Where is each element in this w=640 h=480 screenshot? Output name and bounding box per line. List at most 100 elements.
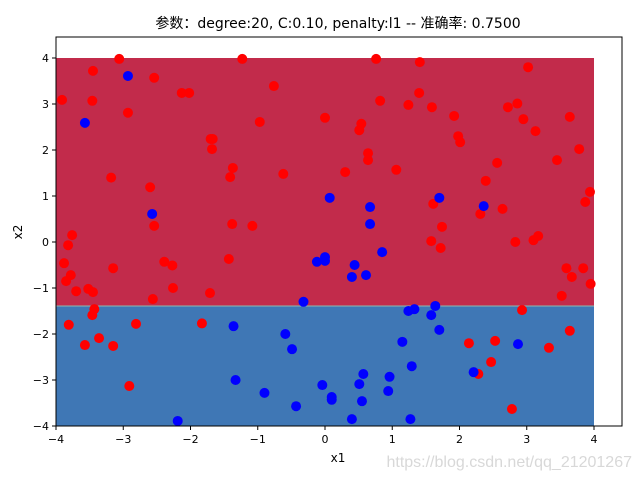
x-tick-label: 3: [523, 433, 530, 446]
data-point: [147, 294, 158, 305]
data-point: [356, 396, 367, 407]
data-point: [227, 162, 238, 173]
data-point: [543, 342, 554, 353]
data-point: [492, 157, 503, 168]
data-point: [291, 401, 302, 412]
data-point: [280, 329, 291, 339]
data-point: [403, 99, 414, 110]
data-point: [317, 380, 328, 391]
decision-region-0: [56, 58, 594, 306]
data-point: [168, 283, 179, 293]
data-point: [530, 126, 541, 137]
data-point: [361, 270, 372, 281]
data-point: [167, 260, 178, 271]
data-point: [502, 102, 513, 113]
data-point: [346, 271, 357, 282]
data-point: [108, 263, 119, 274]
data-point: [435, 242, 446, 253]
x-tick-label: −1: [250, 433, 266, 446]
data-point: [122, 107, 133, 118]
data-point: [147, 208, 158, 219]
x-tick-label: −3: [115, 433, 131, 446]
data-point: [468, 367, 479, 378]
data-point: [324, 192, 335, 203]
y-tick-label: 4: [42, 52, 49, 65]
data-point: [106, 172, 117, 183]
data-point: [383, 386, 394, 397]
data-point: [223, 254, 234, 265]
data-point: [131, 318, 142, 329]
data-point: [397, 336, 408, 347]
data-point: [79, 117, 90, 128]
data-point: [566, 271, 577, 282]
data-point: [430, 300, 441, 311]
data-point: [434, 192, 445, 203]
data-point: [298, 296, 309, 307]
data-point: [149, 220, 160, 231]
data-point: [449, 110, 460, 121]
data-point: [523, 62, 534, 73]
y-tick-label: −3: [33, 374, 49, 387]
data-point: [205, 288, 216, 299]
data-point: [463, 338, 474, 349]
data-point: [87, 95, 98, 106]
data-point: [159, 256, 170, 267]
data-point: [108, 340, 119, 351]
data-point: [349, 260, 360, 270]
data-point: [391, 164, 402, 175]
data-point: [237, 53, 248, 64]
data-point: [57, 94, 68, 105]
y-tick-label: 0: [42, 236, 49, 249]
data-point: [176, 87, 187, 98]
data-point: [254, 116, 265, 127]
data-point: [375, 95, 386, 106]
data-point: [409, 304, 420, 315]
y-tick-label: 1: [42, 190, 49, 203]
data-point: [207, 144, 218, 155]
data-point: [268, 81, 279, 92]
data-point: [490, 335, 501, 346]
data-point: [320, 255, 330, 266]
data-point: [510, 237, 521, 247]
data-point: [434, 324, 445, 335]
data-point: [363, 148, 374, 159]
x-tick-label: 1: [389, 433, 396, 446]
data-point: [512, 98, 523, 109]
watermark: https://blog.csdn.net/qq_21201267: [386, 454, 632, 471]
data-point: [320, 112, 330, 123]
y-axis-ticks: −4 −3 −2 −1 0 1 2 3 4: [33, 52, 56, 433]
data-point: [584, 186, 595, 197]
data-point: [59, 258, 70, 269]
data-point: [354, 379, 365, 390]
y-tick-label: −2: [33, 328, 49, 341]
data-point: [87, 65, 98, 76]
data-point: [71, 286, 82, 297]
data-point: [259, 387, 270, 398]
data-point: [518, 114, 529, 125]
data-point: [384, 371, 395, 382]
data-points: [57, 53, 596, 426]
data-point: [513, 339, 524, 350]
data-point: [346, 414, 357, 425]
data-point: [426, 310, 437, 321]
data-point: [63, 319, 74, 330]
data-point: [517, 305, 528, 316]
x-tick-label: 0: [322, 433, 329, 446]
data-point: [486, 357, 497, 368]
data-point: [247, 220, 258, 231]
data-point: [580, 196, 591, 207]
data-point: [230, 375, 241, 385]
data-point: [172, 415, 183, 426]
data-point: [184, 87, 195, 98]
data-point: [363, 155, 374, 166]
data-point: [480, 175, 491, 186]
x-tick-label: 4: [591, 433, 598, 446]
data-point: [207, 133, 218, 144]
data-point: [114, 53, 125, 64]
data-point: [94, 333, 105, 344]
data-point: [564, 111, 575, 122]
data-point: [414, 87, 425, 98]
y-axis-label: x2: [11, 225, 25, 240]
data-point: [67, 230, 78, 241]
decision-region-1: [56, 305, 594, 426]
